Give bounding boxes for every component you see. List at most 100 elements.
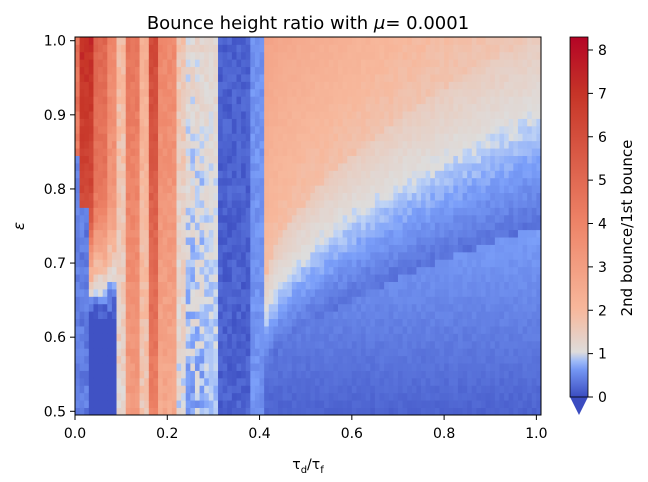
heatmap-cell xyxy=(508,392,514,401)
heatmap-cell xyxy=(107,59,113,68)
heatmap-cell xyxy=(181,318,187,327)
heatmap-cell xyxy=(111,88,117,97)
heatmap-cell xyxy=(98,155,104,164)
heatmap-cell xyxy=(416,96,422,105)
heatmap-cell xyxy=(190,370,196,379)
heatmap-cell xyxy=(407,59,413,68)
heatmap-cell xyxy=(444,348,450,357)
heatmap-cell xyxy=(379,200,385,208)
heatmap-cell xyxy=(402,318,408,327)
heatmap-cell xyxy=(517,200,523,208)
heatmap-cell xyxy=(181,170,187,179)
heatmap-cell xyxy=(107,103,113,112)
heatmap-cell xyxy=(75,370,81,379)
heatmap-cell xyxy=(148,340,154,349)
heatmap-cell xyxy=(98,170,104,179)
heatmap-cell xyxy=(250,251,256,260)
heatmap-cell xyxy=(374,400,380,408)
heatmap-cell xyxy=(148,370,154,379)
heatmap-cell xyxy=(107,96,113,105)
heatmap-cell xyxy=(222,392,228,401)
heatmap-cell xyxy=(204,37,210,45)
heatmap-cell xyxy=(291,66,297,75)
heatmap-cell xyxy=(218,340,224,349)
heatmap-cell xyxy=(125,355,131,364)
heatmap-cell xyxy=(116,133,122,142)
heatmap-cell xyxy=(421,51,427,60)
heatmap-cell xyxy=(75,407,81,416)
heatmap-cell xyxy=(148,118,154,127)
heatmap-cell xyxy=(296,140,302,149)
heatmap-cell xyxy=(222,163,228,171)
heatmap-cell xyxy=(434,133,440,142)
heatmap-cell xyxy=(194,192,200,201)
heatmap-cell xyxy=(250,340,256,349)
heatmap-cell xyxy=(153,140,159,149)
heatmap-cell xyxy=(254,289,260,297)
heatmap-cell xyxy=(397,170,403,179)
heatmap-cell xyxy=(88,377,94,386)
heatmap-cell xyxy=(227,185,233,194)
heatmap-cell xyxy=(218,363,224,371)
heatmap-cell xyxy=(370,170,376,179)
heatmap-cell xyxy=(337,177,343,186)
heatmap-cell xyxy=(222,140,228,149)
heatmap-cell xyxy=(162,140,168,149)
heatmap-cell xyxy=(351,274,357,282)
heatmap-cell xyxy=(162,111,168,119)
heatmap-cell xyxy=(259,192,265,201)
heatmap-cell xyxy=(116,333,122,342)
heatmap-cell xyxy=(490,88,496,97)
heatmap-cell xyxy=(504,155,510,164)
heatmap-cell xyxy=(397,200,403,208)
heatmap-cell xyxy=(324,170,330,179)
heatmap-cell xyxy=(93,103,99,112)
heatmap-cell xyxy=(190,155,196,164)
heatmap-cell xyxy=(476,81,482,90)
heatmap-cell xyxy=(314,377,320,386)
heatmap-cell xyxy=(194,274,200,282)
heatmap-cell xyxy=(361,222,367,231)
heatmap-cell xyxy=(393,59,399,68)
heatmap-cell xyxy=(351,81,357,90)
heatmap-cell xyxy=(361,392,367,401)
heatmap-cell xyxy=(222,289,228,297)
heatmap-cell xyxy=(194,111,200,119)
heatmap-cell xyxy=(231,222,237,231)
heatmap-cell xyxy=(481,392,487,401)
heatmap-cell xyxy=(425,244,431,253)
heatmap-cell xyxy=(319,170,325,179)
heatmap-cell xyxy=(291,51,297,60)
heatmap-cell xyxy=(199,111,205,119)
heatmap-cell xyxy=(88,185,94,194)
heatmap-cell xyxy=(79,222,85,231)
heatmap-cell xyxy=(111,311,117,320)
heatmap-cell xyxy=(181,88,187,97)
heatmap-cell xyxy=(139,303,145,312)
heatmap-cell xyxy=(204,385,210,394)
heatmap-cell xyxy=(490,392,496,401)
heatmap-cell xyxy=(291,103,297,112)
heatmap-cell xyxy=(259,185,265,194)
heatmap-cell xyxy=(254,229,260,238)
heatmap-cell xyxy=(393,377,399,386)
heatmap-cell xyxy=(305,237,311,245)
heatmap-cell xyxy=(98,370,104,379)
heatmap-cell xyxy=(236,96,242,105)
heatmap-cell xyxy=(439,385,445,394)
heatmap-cell xyxy=(88,177,94,186)
heatmap-cell xyxy=(342,251,348,260)
heatmap-cell xyxy=(185,170,191,179)
heatmap-cell xyxy=(397,103,403,112)
heatmap-cell xyxy=(467,192,473,201)
heatmap-cell xyxy=(301,140,307,149)
heatmap-cell xyxy=(158,348,164,357)
heatmap-cell xyxy=(75,392,81,401)
heatmap-cell xyxy=(411,385,417,394)
heatmap-cell xyxy=(231,163,237,171)
heatmap-cell xyxy=(75,200,81,208)
heatmap-cell xyxy=(448,266,454,275)
heatmap-cell xyxy=(231,370,237,379)
heatmap-cell xyxy=(337,103,343,112)
heatmap-cell xyxy=(314,74,320,82)
